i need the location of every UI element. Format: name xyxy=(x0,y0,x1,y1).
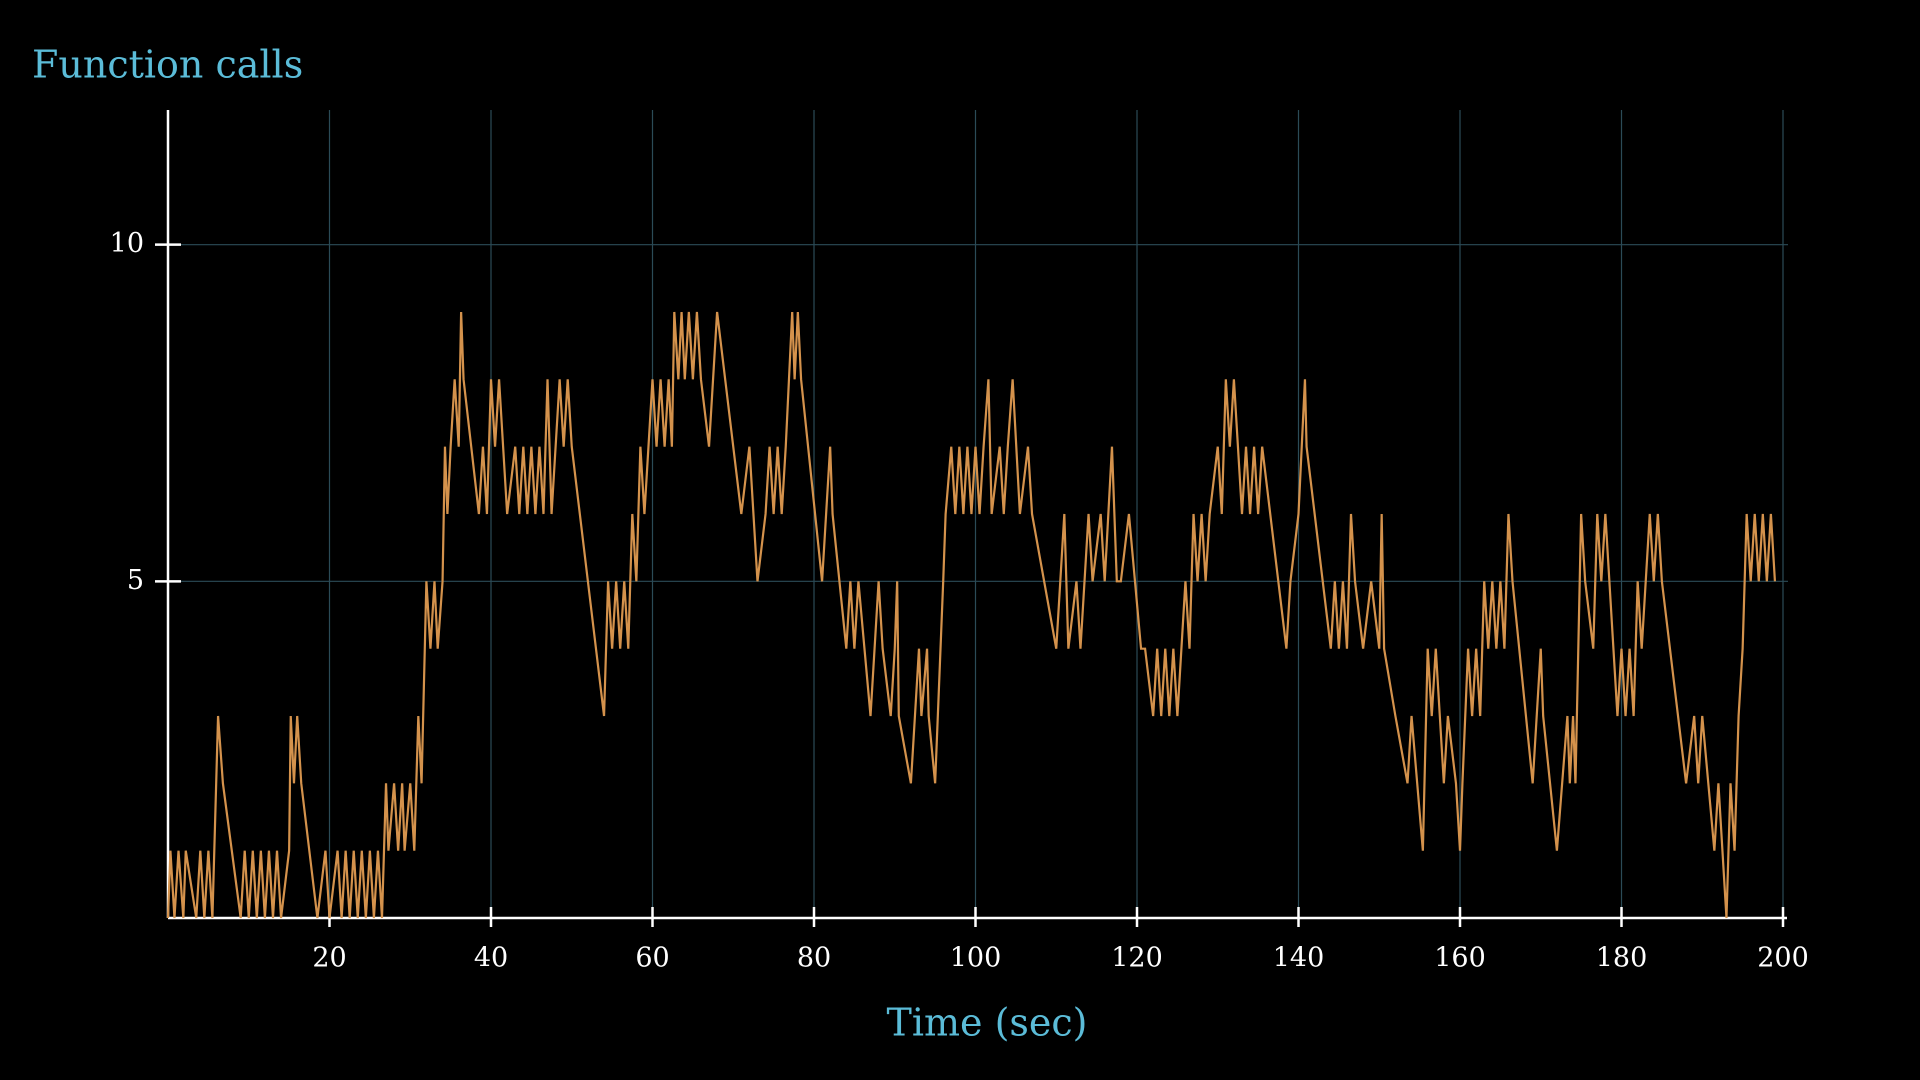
x-tick-label: 160 xyxy=(1434,943,1486,974)
x-tick-label: 40 xyxy=(474,943,508,974)
x-tick-label: 180 xyxy=(1596,943,1648,974)
x-axis-label: Time (sec) xyxy=(886,1001,1087,1045)
x-tick-label: 140 xyxy=(1273,943,1325,974)
data-line xyxy=(166,311,1777,919)
x-tick-label: 80 xyxy=(797,943,831,974)
x-tick-label: 60 xyxy=(635,943,669,974)
y-tick-label: 10 xyxy=(110,228,144,259)
y-axis-label: Function calls xyxy=(32,43,303,87)
x-tick-label: 100 xyxy=(950,943,1002,974)
x-tick-label: 120 xyxy=(1111,943,1163,974)
x-tick-label: 200 xyxy=(1757,943,1809,974)
x-tick-label: 20 xyxy=(312,943,346,974)
y-tick-label: 5 xyxy=(127,565,144,596)
